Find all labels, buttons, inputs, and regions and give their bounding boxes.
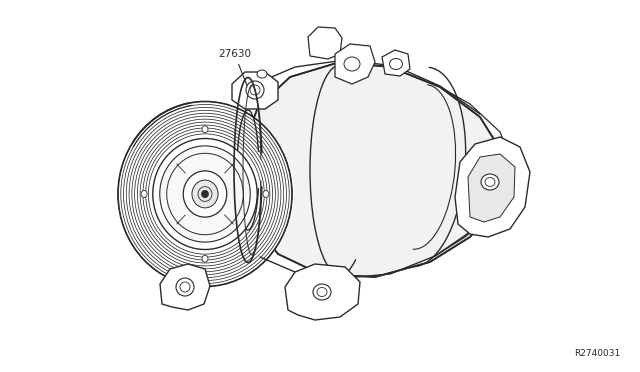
Ellipse shape bbox=[183, 171, 227, 217]
Ellipse shape bbox=[257, 70, 267, 78]
Text: 27630: 27630 bbox=[218, 49, 251, 86]
Polygon shape bbox=[382, 50, 410, 76]
Polygon shape bbox=[160, 264, 210, 310]
Ellipse shape bbox=[202, 126, 208, 133]
Ellipse shape bbox=[176, 278, 194, 296]
Polygon shape bbox=[308, 27, 342, 59]
Ellipse shape bbox=[202, 255, 208, 262]
Ellipse shape bbox=[263, 190, 269, 198]
Ellipse shape bbox=[141, 190, 147, 198]
Polygon shape bbox=[335, 44, 375, 84]
Ellipse shape bbox=[153, 138, 257, 250]
Ellipse shape bbox=[116, 99, 294, 289]
Text: R2740031: R2740031 bbox=[573, 349, 620, 358]
Polygon shape bbox=[232, 72, 278, 109]
Ellipse shape bbox=[246, 81, 264, 99]
Ellipse shape bbox=[202, 190, 209, 198]
Ellipse shape bbox=[390, 58, 403, 70]
Ellipse shape bbox=[344, 57, 360, 71]
Polygon shape bbox=[285, 264, 360, 320]
Ellipse shape bbox=[160, 146, 250, 242]
Ellipse shape bbox=[192, 180, 218, 208]
Ellipse shape bbox=[481, 174, 499, 190]
Ellipse shape bbox=[313, 284, 331, 300]
Polygon shape bbox=[455, 137, 530, 237]
Polygon shape bbox=[245, 62, 505, 277]
Polygon shape bbox=[468, 154, 515, 222]
Ellipse shape bbox=[118, 102, 292, 286]
